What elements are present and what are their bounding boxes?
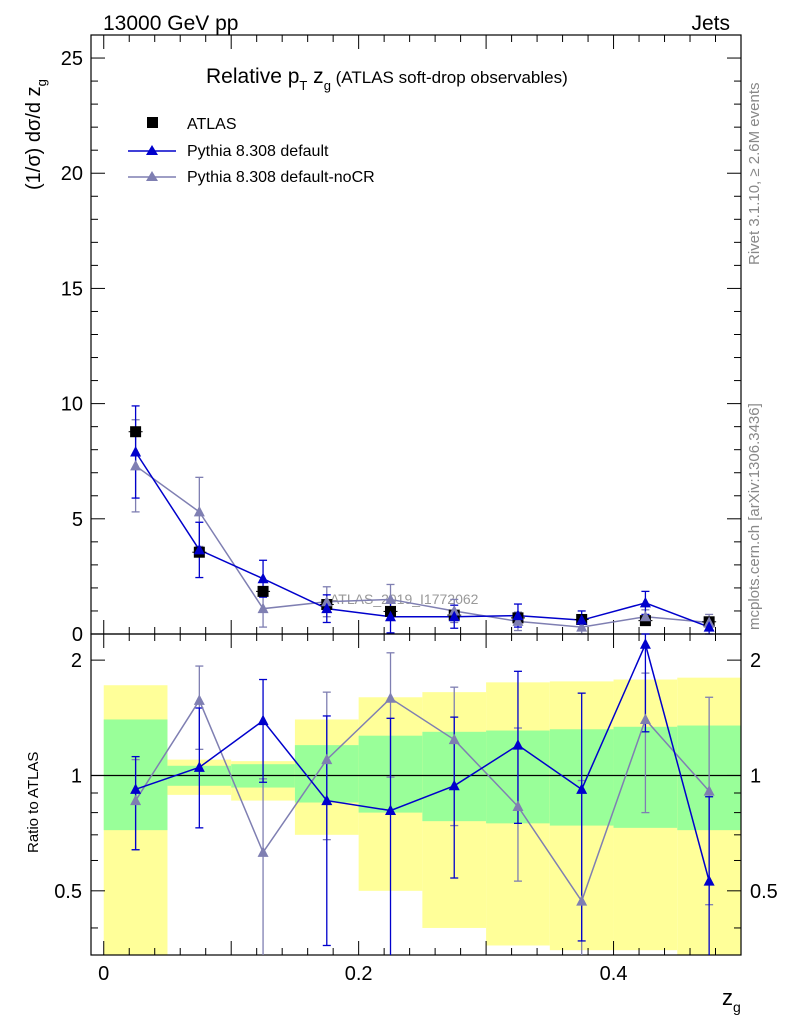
main-marker-default — [576, 614, 588, 625]
ratio-marker-nocr — [448, 733, 460, 745]
main-ytick-label: 0 — [72, 624, 83, 646]
main-marker-nocr — [130, 459, 142, 471]
title-sub-g: g — [324, 78, 331, 93]
xlabel: zg — [722, 985, 741, 1015]
ratio-marker-nocr — [703, 785, 715, 796]
ratio-marker-default — [130, 783, 142, 794]
main-marker-default — [512, 609, 524, 621]
header-left: 13000 GeV pp — [103, 12, 238, 35]
ratio-panel: 0.5 0.5 1 1 2 2 0 0.2 0.4 — [54, 633, 778, 985]
analysis-watermark: ATLAS_2019_I1772062 — [330, 591, 479, 607]
ratio-marker-default — [448, 779, 460, 791]
main-ytick-label: 10 — [61, 394, 83, 416]
main-ytick-label: 5 — [72, 509, 83, 531]
main-ylabel: (1/σ) dσ/d zg — [23, 79, 49, 190]
ratio-marker-default — [321, 794, 333, 806]
main-marker-nocr — [385, 593, 397, 604]
ratio-marker-default — [576, 783, 588, 794]
main-line-nocr — [135, 465, 710, 628]
ratio-marker-default — [703, 875, 715, 886]
ratio-ytick-label-right: 0.5 — [750, 881, 778, 903]
legend-marker-default — [146, 145, 158, 155]
xlabel-sub: g — [733, 999, 741, 1015]
main-marker-nocr — [321, 595, 333, 607]
legend-label-nocr: Pythia 8.308 default-noCR — [187, 169, 375, 186]
ratio-xtick-label: 0 — [98, 963, 109, 985]
ratio-marker-default — [639, 638, 651, 649]
title-text-a: Relative p — [206, 65, 299, 88]
ratio-xtick-label: 0.4 — [600, 963, 628, 985]
main-marker-default — [321, 602, 333, 614]
ratio-line-nocr — [134, 697, 710, 903]
ratio-marker-default — [512, 739, 524, 750]
ratio-ytick-label: 0.5 — [54, 881, 82, 903]
atlas-point — [257, 585, 269, 597]
ratio-ytick-label: 1 — [71, 765, 82, 787]
main-marker-default — [130, 445, 142, 457]
main-ylabel-sub: g — [34, 79, 49, 86]
main-panel: 0 5 10 15 20 25 — [61, 34, 742, 646]
ratio-marker-nocr — [385, 692, 397, 703]
legend-marker-atlas — [147, 117, 158, 128]
main-marker-default — [703, 621, 715, 632]
ratio-frame — [90, 633, 742, 956]
main-ytick-label: 15 — [61, 278, 83, 300]
title-sub-t: T — [299, 78, 307, 93]
header-right: Jets — [691, 12, 730, 35]
main-marker-nocr — [576, 621, 588, 632]
legend-marker-nocr — [146, 171, 158, 181]
rivet-label: Rivet 3.1.10, ≥ 2.6M events — [746, 83, 763, 266]
main-marker-nocr — [639, 610, 651, 622]
ratio-marker-nocr — [257, 846, 269, 857]
legend: ATLAS Pythia 8.308 default Pythia 8.308 … — [128, 116, 375, 186]
main-marker-default — [193, 543, 205, 555]
ratio-marker-nocr — [512, 800, 524, 811]
main-ytick-label: 20 — [61, 163, 83, 185]
ratio-marker-default — [385, 804, 397, 816]
main-marker-nocr — [257, 602, 269, 614]
ratio-marker-nocr — [639, 713, 651, 724]
ratio-xtick-label: 0.2 — [345, 963, 373, 985]
xlabel-text: z — [722, 985, 733, 1010]
main-marker-default — [257, 572, 269, 584]
ratio-marker-default — [193, 761, 205, 772]
main-marker-default — [448, 610, 460, 622]
legend-label-atlas: ATLAS — [187, 116, 237, 133]
ratio-ytick-label-right: 2 — [750, 650, 761, 672]
main-marker-nocr — [512, 615, 524, 626]
main-marker-nocr — [193, 505, 205, 517]
title-small: (ATLAS soft-drop observables) — [331, 68, 568, 87]
ratio-ylabel: Ratio to ATLAS — [25, 752, 42, 853]
main-marker-nocr — [448, 604, 460, 616]
title-text-b: z — [307, 65, 323, 88]
ratio-line-default — [135, 642, 710, 882]
ratio-marker-nocr — [193, 694, 205, 705]
ratio-ytick-label-right: 1 — [750, 765, 761, 787]
main-marker-default — [385, 610, 397, 622]
atlas-point — [130, 426, 142, 438]
legend-label-default: Pythia 8.308 default — [187, 143, 329, 160]
mcplots-label: mcplots.cern.ch [arXiv:1306.3436] — [746, 403, 763, 630]
main-marker-default — [639, 596, 651, 608]
ratio-marker-nocr — [321, 753, 333, 765]
ratio-ytick-label: 2 — [71, 650, 82, 672]
main-ylabel-text: (1/σ) dσ/d z — [23, 86, 45, 190]
ratio-marker-default — [257, 714, 269, 726]
ratio-marker-nocr — [576, 895, 588, 906]
main-ytick-label: 25 — [61, 48, 83, 70]
plot-title: Relative pT zg (ATLAS soft-drop observab… — [206, 65, 568, 93]
ratio-marker-nocr — [130, 794, 142, 806]
main-line-default — [134, 451, 710, 628]
